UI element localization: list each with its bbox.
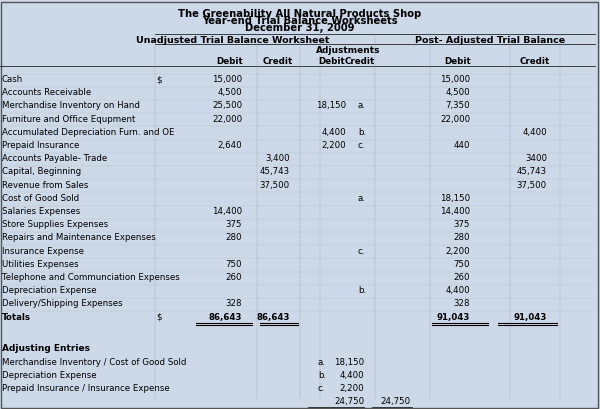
Text: Cost of Good Sold: Cost of Good Sold (2, 194, 79, 203)
Text: Credit: Credit (263, 57, 293, 66)
Text: $: $ (157, 312, 162, 321)
Text: 24,750: 24,750 (380, 397, 410, 406)
Text: 2,640: 2,640 (217, 141, 242, 150)
Text: Delivery/Shipping Expenses: Delivery/Shipping Expenses (2, 299, 122, 308)
Text: Credit: Credit (520, 57, 550, 66)
Text: a.: a. (358, 101, 366, 110)
Text: 37,500: 37,500 (517, 181, 547, 190)
Text: 4,500: 4,500 (217, 88, 242, 97)
Text: b.: b. (358, 286, 366, 295)
Text: 3,400: 3,400 (265, 154, 290, 163)
Text: 3400: 3400 (525, 154, 547, 163)
Text: Unadjusted Trial Balance Worksheet: Unadjusted Trial Balance Worksheet (136, 36, 330, 45)
Text: December 31, 2009: December 31, 2009 (245, 23, 355, 33)
Text: Adjustments: Adjustments (316, 46, 380, 55)
Text: 260: 260 (226, 273, 242, 282)
Text: 4,500: 4,500 (445, 88, 470, 97)
Text: Cash: Cash (2, 75, 23, 84)
Text: 375: 375 (226, 220, 242, 229)
Text: 750: 750 (226, 260, 242, 269)
Text: Totals: Totals (2, 312, 31, 321)
Text: 2,200: 2,200 (322, 141, 346, 150)
Text: 15,000: 15,000 (440, 75, 470, 84)
Text: 18,150: 18,150 (316, 101, 346, 110)
Text: 280: 280 (226, 234, 242, 243)
Text: 18,150: 18,150 (440, 194, 470, 203)
Text: 280: 280 (454, 234, 470, 243)
Text: Accumulated Depreciation Furn. and OE: Accumulated Depreciation Furn. and OE (2, 128, 175, 137)
Text: Merchandise Inventory / Cost of Good Sold: Merchandise Inventory / Cost of Good Sol… (2, 357, 187, 366)
Text: c.: c. (358, 247, 365, 256)
Text: 260: 260 (454, 273, 470, 282)
Text: Debit: Debit (319, 57, 346, 66)
Text: 18,150: 18,150 (334, 357, 364, 366)
Text: 25,500: 25,500 (212, 101, 242, 110)
Text: Prepaid Insurance: Prepaid Insurance (2, 141, 79, 150)
Text: 45,743: 45,743 (517, 167, 547, 176)
Text: Credit: Credit (345, 57, 375, 66)
Text: 7,350: 7,350 (445, 101, 470, 110)
Text: Revenue from Sales: Revenue from Sales (2, 181, 88, 190)
Text: Accounts Receivable: Accounts Receivable (2, 88, 91, 97)
Text: 328: 328 (454, 299, 470, 308)
Text: Debit: Debit (217, 57, 244, 66)
Text: 91,043: 91,043 (437, 312, 470, 321)
Text: 440: 440 (454, 141, 470, 150)
Text: $: $ (157, 75, 162, 84)
Text: 2,200: 2,200 (340, 384, 364, 393)
Text: Telephone and Communciation Expenses: Telephone and Communciation Expenses (2, 273, 180, 282)
Text: Salaries Expenses: Salaries Expenses (2, 207, 80, 216)
Text: Store Supplies Expenses: Store Supplies Expenses (2, 220, 108, 229)
Text: Furniture and Office Equpment: Furniture and Office Equpment (2, 115, 136, 124)
Text: Year-end Trial Balance Worksheets: Year-end Trial Balance Worksheets (202, 16, 398, 26)
Text: 22,000: 22,000 (212, 115, 242, 124)
Text: 22,000: 22,000 (440, 115, 470, 124)
Text: Adjusting Entries: Adjusting Entries (2, 344, 90, 353)
Text: 4,400: 4,400 (340, 371, 364, 380)
Text: 15,000: 15,000 (212, 75, 242, 84)
Text: Post- Adjusted Trial Balance: Post- Adjusted Trial Balance (415, 36, 565, 45)
Text: The Greenability All Natural Products Shop: The Greenability All Natural Products Sh… (178, 9, 422, 19)
Text: 4,400: 4,400 (445, 286, 470, 295)
Text: 14,400: 14,400 (212, 207, 242, 216)
Text: a.: a. (358, 194, 366, 203)
Text: 14,400: 14,400 (440, 207, 470, 216)
Text: 328: 328 (226, 299, 242, 308)
Text: c.: c. (318, 384, 325, 393)
Text: Utilities Expenses: Utilities Expenses (2, 260, 79, 269)
Text: Accounts Payable- Trade: Accounts Payable- Trade (2, 154, 107, 163)
Text: a.: a. (318, 357, 326, 366)
Text: Insurance Expense: Insurance Expense (2, 247, 84, 256)
Text: 24,750: 24,750 (334, 397, 364, 406)
Text: 86,643: 86,643 (257, 312, 290, 321)
Text: c.: c. (358, 141, 365, 150)
Text: 2,200: 2,200 (445, 247, 470, 256)
Text: 37,500: 37,500 (260, 181, 290, 190)
Text: Debit: Debit (445, 57, 472, 66)
Text: 45,743: 45,743 (260, 167, 290, 176)
Text: Repairs and Maintenance Expenses: Repairs and Maintenance Expenses (2, 234, 156, 243)
Text: b.: b. (318, 371, 326, 380)
Text: 4,400: 4,400 (523, 128, 547, 137)
Text: 375: 375 (454, 220, 470, 229)
Text: Prepaid Insurance / Insurance Expense: Prepaid Insurance / Insurance Expense (2, 384, 170, 393)
Text: Depreciation Expense: Depreciation Expense (2, 286, 97, 295)
Text: Depreciation Expense: Depreciation Expense (2, 371, 97, 380)
Text: 91,043: 91,043 (514, 312, 547, 321)
Text: Capital, Beginning: Capital, Beginning (2, 167, 81, 176)
Text: 4,400: 4,400 (322, 128, 346, 137)
Text: 750: 750 (454, 260, 470, 269)
Text: b.: b. (358, 128, 366, 137)
Text: 86,643: 86,643 (209, 312, 242, 321)
Text: Merchandise Inventory on Hand: Merchandise Inventory on Hand (2, 101, 140, 110)
